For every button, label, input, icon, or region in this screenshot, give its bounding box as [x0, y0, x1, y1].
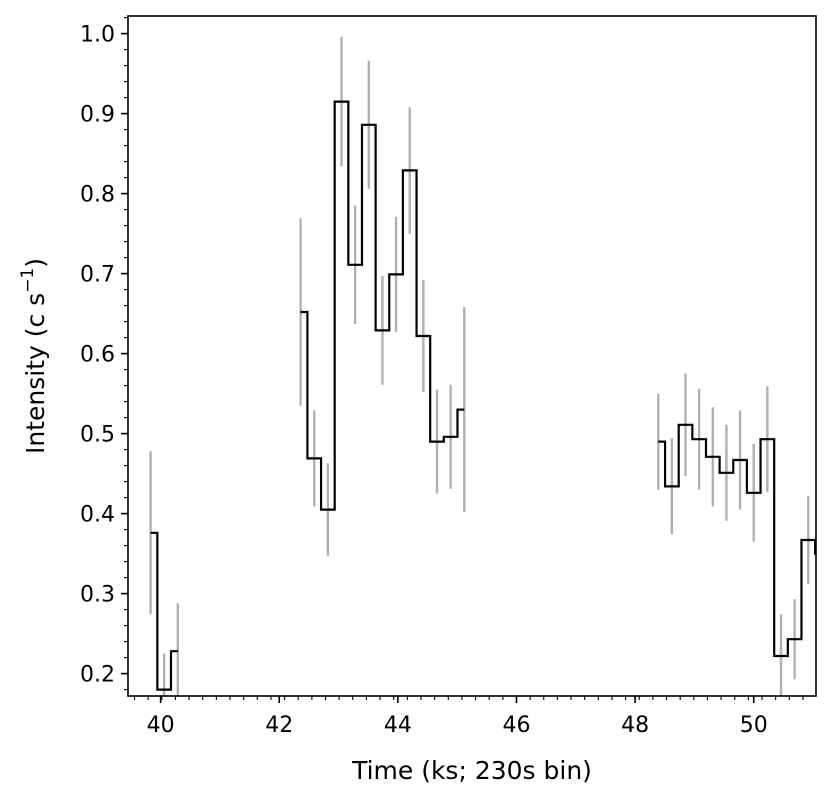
- x-tick-label-0: 40: [147, 713, 175, 738]
- y-axis-label-close: ): [21, 258, 50, 268]
- x-tick-label-2: 44: [384, 713, 412, 738]
- y-tick-label-2: 0.4: [80, 503, 115, 528]
- y-axis-label: Intensity (c s−1): [18, 258, 50, 454]
- y-axis-label-main: Intensity (c s: [21, 293, 50, 454]
- axis-ticks: 40 42 44 46 48 50 0.2 0.3 0.4 0.5 0.6 0.7 0.8 0.9 1.0: [80, 17, 804, 738]
- x-tick-label-4: 48: [621, 713, 649, 738]
- y-tick-label-8: 1.0: [80, 23, 115, 48]
- step-line-segment-2: [658, 423, 816, 658]
- y-tick-label-7: 0.9: [80, 103, 115, 128]
- step-line-segment-0: [150, 531, 178, 691]
- y-tick-label-5: 0.7: [80, 263, 115, 288]
- y-axis-label-superscript: −1: [18, 268, 38, 293]
- x-tick-label-3: 46: [502, 713, 530, 738]
- x-axis-label: Time (ks; 230s bin): [351, 756, 592, 785]
- step-line-segment-1: [300, 100, 465, 511]
- step-line-layer: [150, 100, 816, 691]
- x-tick-label-5: 50: [740, 713, 768, 738]
- y-tick-label-0: 0.2: [80, 663, 115, 688]
- y-tick-label-3: 0.5: [80, 423, 115, 448]
- x-tick-label-1: 42: [265, 713, 293, 738]
- y-tick-label-4: 0.6: [80, 343, 115, 368]
- y-tick-label-1: 0.3: [80, 583, 115, 608]
- errorbar-layer: [149, 36, 810, 696]
- plot-frame: [127, 15, 817, 697]
- y-tick-label-6: 0.8: [80, 183, 115, 208]
